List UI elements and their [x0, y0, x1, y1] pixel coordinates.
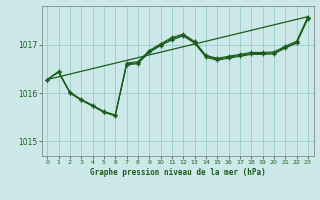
X-axis label: Graphe pression niveau de la mer (hPa): Graphe pression niveau de la mer (hPa): [90, 168, 266, 177]
